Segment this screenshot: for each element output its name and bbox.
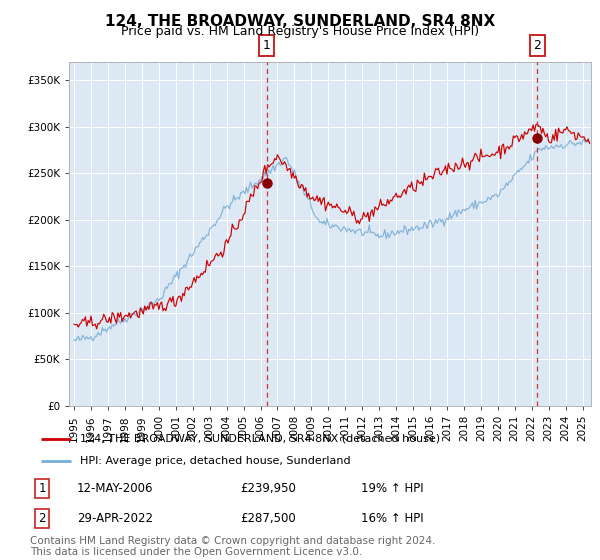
Text: Contains HM Land Registry data © Crown copyright and database right 2024.
This d: Contains HM Land Registry data © Crown c…: [30, 535, 436, 557]
Text: £287,500: £287,500: [240, 512, 296, 525]
Text: 124, THE BROADWAY, SUNDERLAND, SR4 8NX: 124, THE BROADWAY, SUNDERLAND, SR4 8NX: [105, 14, 495, 29]
Text: 19% ↑ HPI: 19% ↑ HPI: [361, 482, 424, 495]
Text: 1: 1: [38, 482, 46, 495]
Text: 12-MAY-2006: 12-MAY-2006: [77, 482, 154, 495]
Text: 16% ↑ HPI: 16% ↑ HPI: [361, 512, 424, 525]
Text: HPI: Average price, detached house, Sunderland: HPI: Average price, detached house, Sund…: [80, 456, 350, 466]
Text: 124, THE BROADWAY, SUNDERLAND, SR4 8NX (detached house): 124, THE BROADWAY, SUNDERLAND, SR4 8NX (…: [80, 434, 440, 444]
Text: Price paid vs. HM Land Registry's House Price Index (HPI): Price paid vs. HM Land Registry's House …: [121, 25, 479, 38]
Text: £239,950: £239,950: [240, 482, 296, 495]
Text: 1: 1: [263, 39, 271, 52]
Text: 2: 2: [533, 39, 541, 52]
Text: 2: 2: [38, 512, 46, 525]
Text: 29-APR-2022: 29-APR-2022: [77, 512, 153, 525]
